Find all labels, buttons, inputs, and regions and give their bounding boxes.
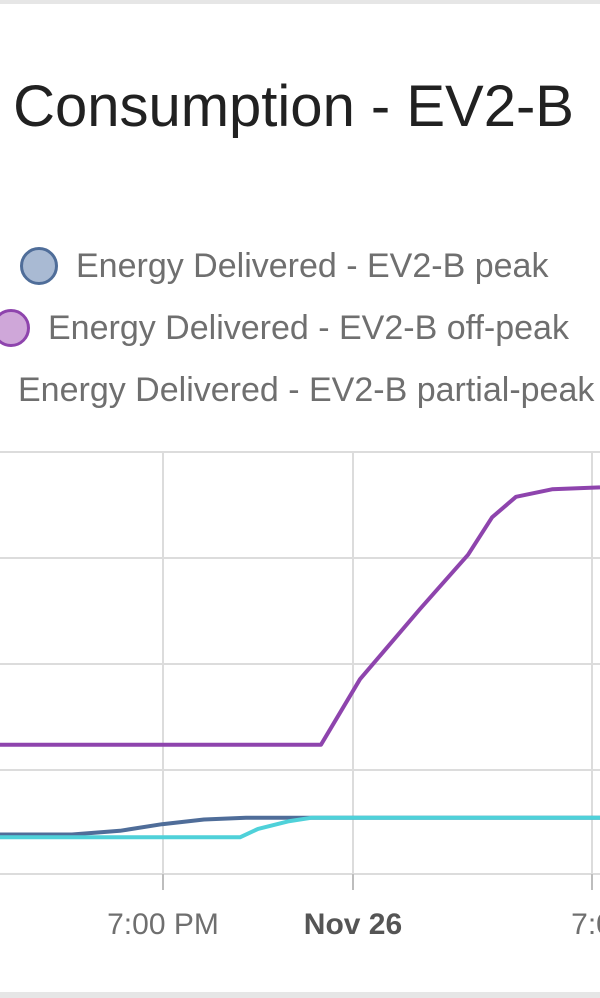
series-line-partial-peak [0, 815, 600, 840]
legend-swatch-off-peak [0, 309, 30, 347]
legend-swatch-peak [20, 247, 58, 285]
legend-item-off-peak[interactable]: Energy Delivered - EV2-B off-peak [0, 304, 569, 352]
legend-label-off-peak: Energy Delivered - EV2-B off-peak [48, 309, 569, 347]
x-tick-label: 7:00 PM [107, 908, 219, 941]
line-chart: 7:00 PM Nov 26 7:0 [0, 451, 600, 941]
x-tick-label: 7:0 [571, 908, 600, 941]
legend-label-partial-peak: Energy Delivered - EV2-B partial-peak [18, 371, 595, 409]
chart-card: Consumption - EV2-B Energy Delivered - E… [0, 4, 600, 992]
x-tick-label: Nov 26 [304, 908, 402, 941]
chart-title: Consumption - EV2-B [13, 74, 574, 139]
legend-label-peak: Energy Delivered - EV2-B peak [76, 247, 549, 285]
legend-item-peak[interactable]: Energy Delivered - EV2-B peak [20, 242, 548, 290]
series-line-off-peak [0, 485, 600, 747]
legend-item-partial-peak[interactable]: Energy Delivered - EV2-B partial-peak [0, 366, 594, 414]
